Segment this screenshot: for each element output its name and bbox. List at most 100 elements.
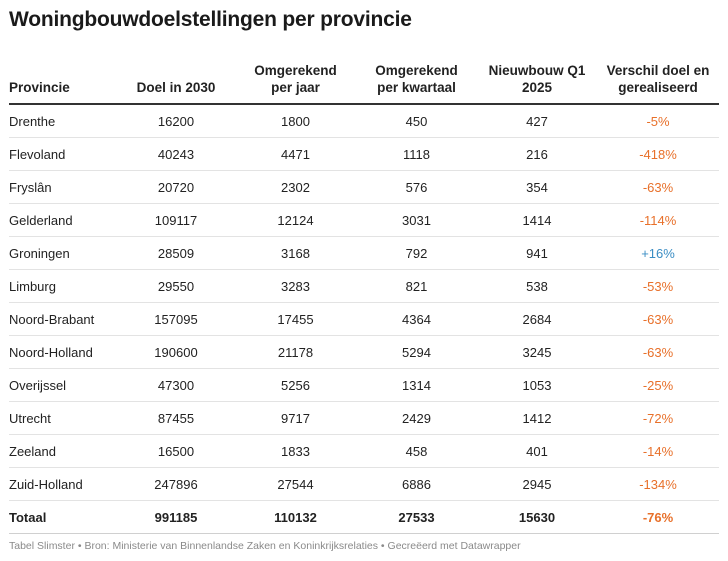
cell-province: Noord-Brabant (9, 302, 117, 336)
cell-difference: -5% (597, 104, 719, 138)
column-header-per-year[interactable]: Omgerekend per jaar (235, 50, 356, 105)
cell-province: Fryslân (9, 170, 117, 204)
cell-province: Gelderland (9, 203, 117, 237)
table-header-row: Provincie Doel in 2030 Omgerekend per jaa… (9, 50, 719, 105)
cell-difference: +16% (597, 236, 719, 270)
cell-per-year: 2302 (235, 170, 356, 204)
cell-new-build-q1: 216 (477, 137, 597, 171)
cell-per-year: 9717 (235, 401, 356, 435)
cell-new-build-q1: 427 (477, 104, 597, 138)
cell-new-build-q1: 15630 (477, 500, 597, 534)
table-row: Gelderland 109117 12124 3031 1414 -114% (9, 203, 719, 237)
cell-target-2030: 16200 (117, 104, 235, 138)
cell-difference: -114% (597, 203, 719, 237)
cell-per-year: 5256 (235, 368, 356, 402)
cell-target-2030: 157095 (117, 302, 235, 336)
cell-per-quarter: 4364 (356, 302, 477, 336)
cell-per-quarter: 1118 (356, 137, 477, 171)
cell-province: Noord-Holland (9, 335, 117, 369)
cell-target-2030: 29550 (117, 269, 235, 303)
table-row: Drenthe 16200 1800 450 427 -5% (9, 104, 719, 138)
table-row: Groningen 28509 3168 792 941 +16% (9, 236, 719, 270)
table-row: Overijssel 47300 5256 1314 1053 -25% (9, 368, 719, 402)
cell-difference: -25% (597, 368, 719, 402)
table-row: Limburg 29550 3283 821 538 -53% (9, 269, 719, 303)
cell-new-build-q1: 2945 (477, 467, 597, 501)
cell-new-build-q1: 1412 (477, 401, 597, 435)
cell-target-2030: 40243 (117, 137, 235, 171)
column-header-new-build-q1[interactable]: Nieuwbouw Q1 2025 (477, 50, 597, 105)
cell-target-2030: 247896 (117, 467, 235, 501)
cell-per-quarter: 6886 (356, 467, 477, 501)
cell-difference: -14% (597, 434, 719, 468)
cell-per-quarter: 1314 (356, 368, 477, 402)
cell-target-2030: 109117 (117, 203, 235, 237)
table-row: Flevoland 40243 4471 1118 216 -418% (9, 137, 719, 171)
cell-per-year: 1800 (235, 104, 356, 138)
cell-per-year: 17455 (235, 302, 356, 336)
cell-per-year: 27544 (235, 467, 356, 501)
table-body: Drenthe 16200 1800 450 427 -5% Flevoland 40243 4… (9, 104, 719, 534)
table-row: Zuid-Holland 247896 27544 6886 2945 -134% (9, 467, 719, 501)
cell-new-build-q1: 3245 (477, 335, 597, 369)
cell-difference: -134% (597, 467, 719, 501)
cell-province: Zeeland (9, 434, 117, 468)
cell-per-quarter: 27533 (356, 500, 477, 534)
cell-per-year: 21178 (235, 335, 356, 369)
table-row: Utrecht 87455 9717 2429 1412 -72% (9, 401, 719, 435)
cell-target-2030: 87455 (117, 401, 235, 435)
cell-new-build-q1: 401 (477, 434, 597, 468)
cell-per-quarter: 5294 (356, 335, 477, 369)
cell-target-2030: 20720 (117, 170, 235, 204)
cell-province: Totaal (9, 500, 117, 534)
cell-per-year: 4471 (235, 137, 356, 171)
cell-per-quarter: 2429 (356, 401, 477, 435)
cell-per-quarter: 3031 (356, 203, 477, 237)
table-row: Fryslân 20720 2302 576 354 -63% (9, 170, 719, 204)
table-row: Noord-Brabant 157095 17455 4364 2684 -63% (9, 302, 719, 336)
cell-target-2030: 16500 (117, 434, 235, 468)
cell-per-year: 3283 (235, 269, 356, 303)
cell-new-build-q1: 538 (477, 269, 597, 303)
cell-new-build-q1: 1414 (477, 203, 597, 237)
cell-new-build-q1: 2684 (477, 302, 597, 336)
cell-difference: -76% (597, 500, 719, 534)
cell-per-year: 110132 (235, 500, 356, 534)
cell-province: Zuid-Holland (9, 467, 117, 501)
cell-per-quarter: 792 (356, 236, 477, 270)
cell-difference: -63% (597, 302, 719, 336)
column-header-target-2030[interactable]: Doel in 2030 (117, 50, 235, 105)
source-footer: Tabel Slimster • Bron: Ministerie van Bi… (9, 540, 521, 552)
cell-target-2030: 190600 (117, 335, 235, 369)
cell-new-build-q1: 1053 (477, 368, 597, 402)
cell-per-quarter: 821 (356, 269, 477, 303)
cell-province: Utrecht (9, 401, 117, 435)
column-header-province[interactable]: Provincie (9, 50, 117, 105)
housing-targets-table: Provincie Doel in 2030 Omgerekend per jaa… (9, 50, 719, 534)
cell-new-build-q1: 354 (477, 170, 597, 204)
cell-difference: -63% (597, 335, 719, 369)
cell-new-build-q1: 941 (477, 236, 597, 270)
column-header-difference[interactable]: Verschil doel en gerealiseerd (597, 50, 719, 105)
cell-target-2030: 47300 (117, 368, 235, 402)
cell-target-2030: 991185 (117, 500, 235, 534)
cell-per-year: 3168 (235, 236, 356, 270)
cell-province: Groningen (9, 236, 117, 270)
cell-per-quarter: 576 (356, 170, 477, 204)
cell-per-year: 12124 (235, 203, 356, 237)
page-title: Woningbouwdoelstellingen per provincie (9, 8, 412, 31)
table-row: Noord-Holland 190600 21178 5294 3245 -63% (9, 335, 719, 369)
cell-difference: -63% (597, 170, 719, 204)
table-row: Zeeland 16500 1833 458 401 -14% (9, 434, 719, 468)
cell-province: Flevoland (9, 137, 117, 171)
cell-difference: -72% (597, 401, 719, 435)
cell-province: Limburg (9, 269, 117, 303)
cell-difference: -418% (597, 137, 719, 171)
cell-per-year: 1833 (235, 434, 356, 468)
cell-target-2030: 28509 (117, 236, 235, 270)
cell-per-quarter: 450 (356, 104, 477, 138)
cell-per-quarter: 458 (356, 434, 477, 468)
cell-province: Overijssel (9, 368, 117, 402)
column-header-per-quarter[interactable]: Omgerekend per kwartaal (356, 50, 477, 105)
cell-province: Drenthe (9, 104, 117, 138)
